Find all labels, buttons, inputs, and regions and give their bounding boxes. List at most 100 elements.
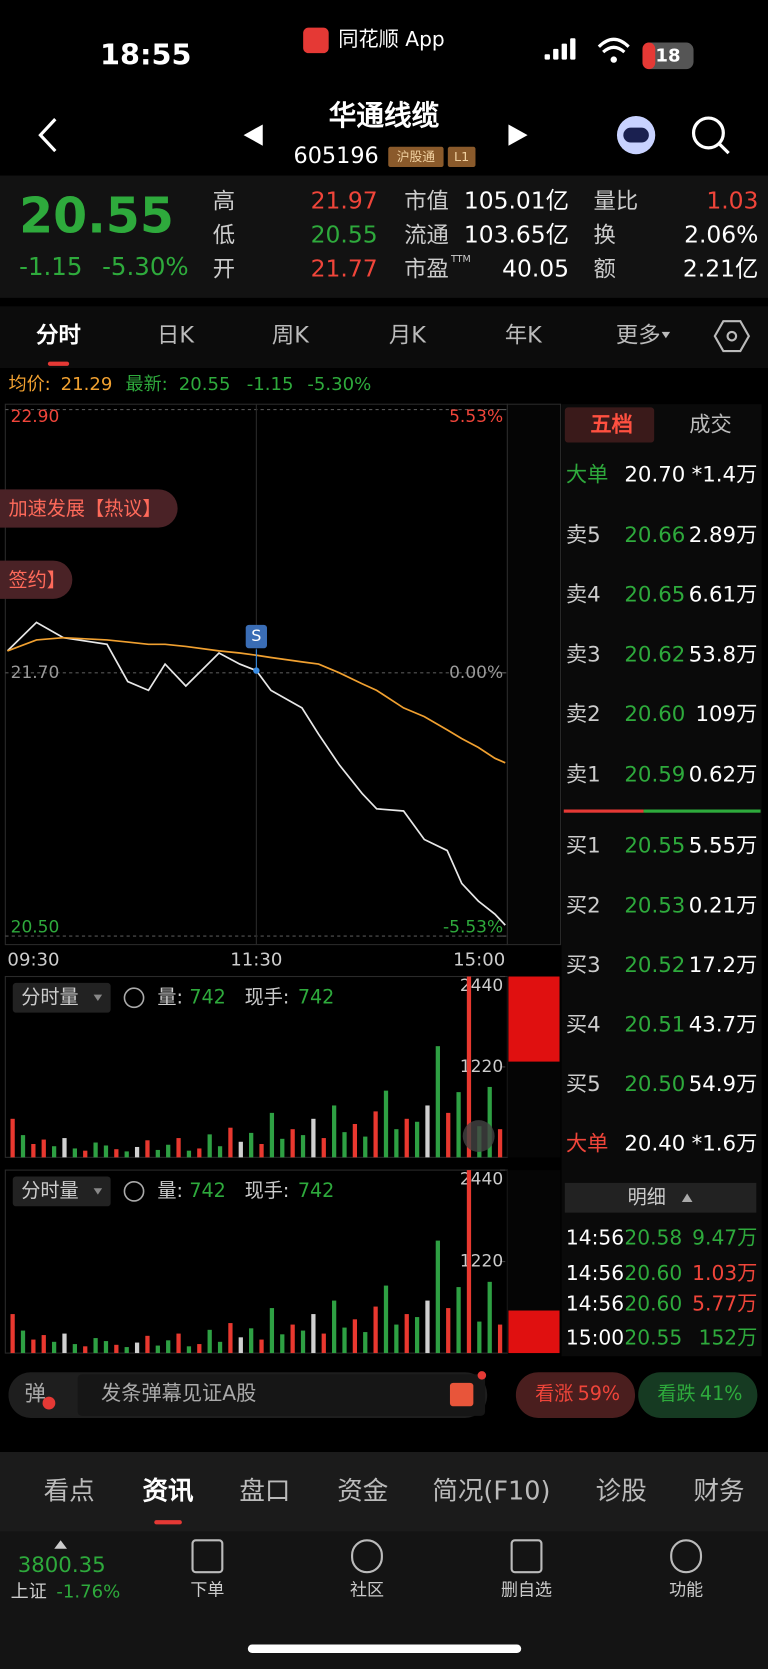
nav-icon[interactable]: [191, 1539, 224, 1574]
info-tab[interactable]: 财务: [694, 1476, 745, 1506]
signal-bar: [544, 54, 550, 60]
bottom-tabs-bg: [0, 1451, 768, 1532]
book-price: 20.59: [624, 762, 685, 787]
chart-tab[interactable]: 年K: [505, 323, 543, 349]
volume-bar: [83, 1150, 88, 1158]
gift-icon[interactable]: [449, 1382, 474, 1407]
volume-bar: [373, 1111, 378, 1158]
last-change: -1.15: [247, 374, 294, 395]
chart-tab[interactable]: 月K: [389, 323, 427, 349]
help-icon[interactable]: [123, 987, 145, 1009]
info-tab[interactable]: 看点: [44, 1476, 95, 1506]
volume-bar: [363, 1332, 368, 1354]
volume-bar: [197, 1148, 202, 1158]
volume-bar: [93, 1142, 98, 1158]
chart-tab[interactable]: 日K: [157, 323, 195, 349]
price-line: [6, 621, 506, 926]
settings-icon[interactable]: [713, 320, 751, 353]
volume-bar: [456, 1092, 461, 1158]
trade-price: 20.55: [624, 1326, 682, 1350]
back-button[interactable]: [38, 118, 57, 153]
info-tab[interactable]: 资金: [337, 1476, 388, 1506]
sentiment-button[interactable]: [515, 1372, 636, 1418]
stat-value: 20.55: [311, 221, 378, 249]
stat-sup: TTM: [450, 254, 471, 265]
info-tab[interactable]: 简况(F10): [432, 1476, 550, 1506]
volume-bar: [197, 1344, 202, 1354]
y2-tick-label: 0.00%: [449, 663, 503, 683]
book-tab-active[interactable]: [564, 407, 655, 443]
volume-bar: [352, 1319, 358, 1354]
book-price: 20.55: [624, 834, 685, 859]
trade-time: 14:56: [566, 1226, 624, 1250]
book-label: 卖5: [566, 523, 601, 548]
stat-value: 40.05: [502, 255, 569, 283]
nav-label[interactable]: 下单: [190, 1580, 224, 1600]
search-icon[interactable]: [691, 116, 725, 150]
sentiment-button[interactable]: [638, 1372, 758, 1418]
news-tag-bg[interactable]: [0, 489, 178, 528]
gift-dot: [477, 1371, 487, 1380]
nav-label[interactable]: 删自选: [501, 1580, 552, 1600]
trade-volume: 5.77万: [692, 1292, 757, 1316]
chart-tab[interactable]: 更多: [616, 323, 661, 349]
danmu-input[interactable]: [77, 1374, 486, 1416]
depth-volume: [508, 1310, 560, 1354]
signal-badge[interactable]: [245, 624, 267, 649]
y-tick-label: 1220: [460, 1252, 503, 1272]
fullscreen-button[interactable]: [462, 1120, 495, 1153]
indicator-selector[interactable]: [12, 1176, 111, 1207]
trades-header[interactable]: [564, 1182, 757, 1213]
book-label: 买4: [566, 1012, 601, 1037]
info-tab[interactable]: 诊股: [596, 1476, 647, 1506]
book-tab[interactable]: 五档: [590, 412, 633, 437]
volume-bar: [103, 1145, 109, 1158]
volume-bar: [487, 1086, 492, 1158]
news-tag-bg[interactable]: [0, 560, 73, 599]
tag-bg: [388, 146, 444, 168]
book-tab[interactable]: 成交: [689, 412, 732, 437]
nav-icon[interactable]: [670, 1539, 703, 1574]
stat-value: 105.01亿: [464, 187, 569, 215]
volume-bar: [332, 1105, 337, 1158]
index-change: -1.76%: [56, 1581, 120, 1602]
volume-bar: [425, 1300, 430, 1354]
volume-label: 量:: [157, 1179, 183, 1202]
book-price: 20.50: [624, 1072, 685, 1097]
book-volume: *1.6万: [692, 1132, 758, 1157]
trade-volume: 9.47万: [692, 1226, 757, 1250]
prev-stock[interactable]: [243, 124, 263, 146]
volume-bar: [217, 1146, 223, 1158]
volume-bar: [20, 1330, 26, 1354]
x-tick-label: 15:00: [453, 950, 505, 971]
chart-tab[interactable]: 周K: [272, 323, 310, 349]
volume-bar: [186, 1346, 192, 1354]
signal-bar: [553, 48, 559, 60]
chart-tab[interactable]: 分时: [36, 323, 81, 349]
help-icon[interactable]: [123, 1181, 145, 1202]
signal-bar: [570, 38, 576, 60]
trade-time: 15:00: [566, 1326, 624, 1350]
next-stock[interactable]: [508, 124, 528, 146]
book-volume: 0.62万: [689, 762, 758, 787]
volume-bar: [477, 1321, 482, 1354]
nav-icon[interactable]: [351, 1539, 383, 1574]
y-tick-label: 2440: [460, 1170, 503, 1190]
sentiment-value: 41%: [700, 1382, 743, 1405]
nav-icon[interactable]: [510, 1539, 543, 1574]
indicator-selector[interactable]: [12, 982, 111, 1013]
stat-value: 21.97: [311, 187, 378, 215]
book-volume: 0.21万: [689, 893, 758, 918]
nav-label[interactable]: 社区: [350, 1580, 384, 1600]
volume-bar: [134, 1342, 140, 1354]
nav-label[interactable]: 功能: [669, 1580, 703, 1600]
settings-dot: [726, 330, 738, 342]
info-tab[interactable]: 资讯: [143, 1476, 195, 1506]
info-tab[interactable]: 盘口: [239, 1476, 290, 1506]
volume-bar: [414, 1121, 420, 1158]
stat-value: 2.06%: [684, 221, 758, 249]
stat-label: 流通: [404, 223, 449, 249]
volume-bar: [259, 1144, 264, 1158]
volume-bar: [217, 1341, 223, 1354]
